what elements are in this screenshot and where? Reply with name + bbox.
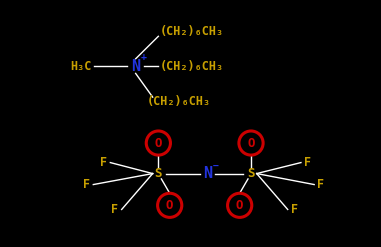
Text: F: F [304,156,311,169]
Text: +: + [141,52,147,62]
Text: O: O [155,137,162,149]
Text: S: S [247,167,255,180]
Text: (CH₂)₆CH₃: (CH₂)₆CH₃ [160,25,224,39]
Text: (CH₂)₆CH₃: (CH₂)₆CH₃ [147,95,211,108]
Text: N: N [203,166,212,181]
Text: F: F [317,178,325,191]
Text: O: O [236,199,243,212]
Text: O: O [247,137,255,149]
Text: (CH₂)₆CH₃: (CH₂)₆CH₃ [160,60,224,73]
Text: O: O [166,199,173,212]
Text: F: F [83,178,90,191]
Text: S: S [155,167,162,180]
Text: N: N [131,59,140,74]
Text: F: F [291,203,298,216]
Text: F: F [111,203,118,216]
Text: −: − [213,161,219,171]
Text: F: F [100,156,107,169]
Text: H₃C: H₃C [70,60,91,73]
